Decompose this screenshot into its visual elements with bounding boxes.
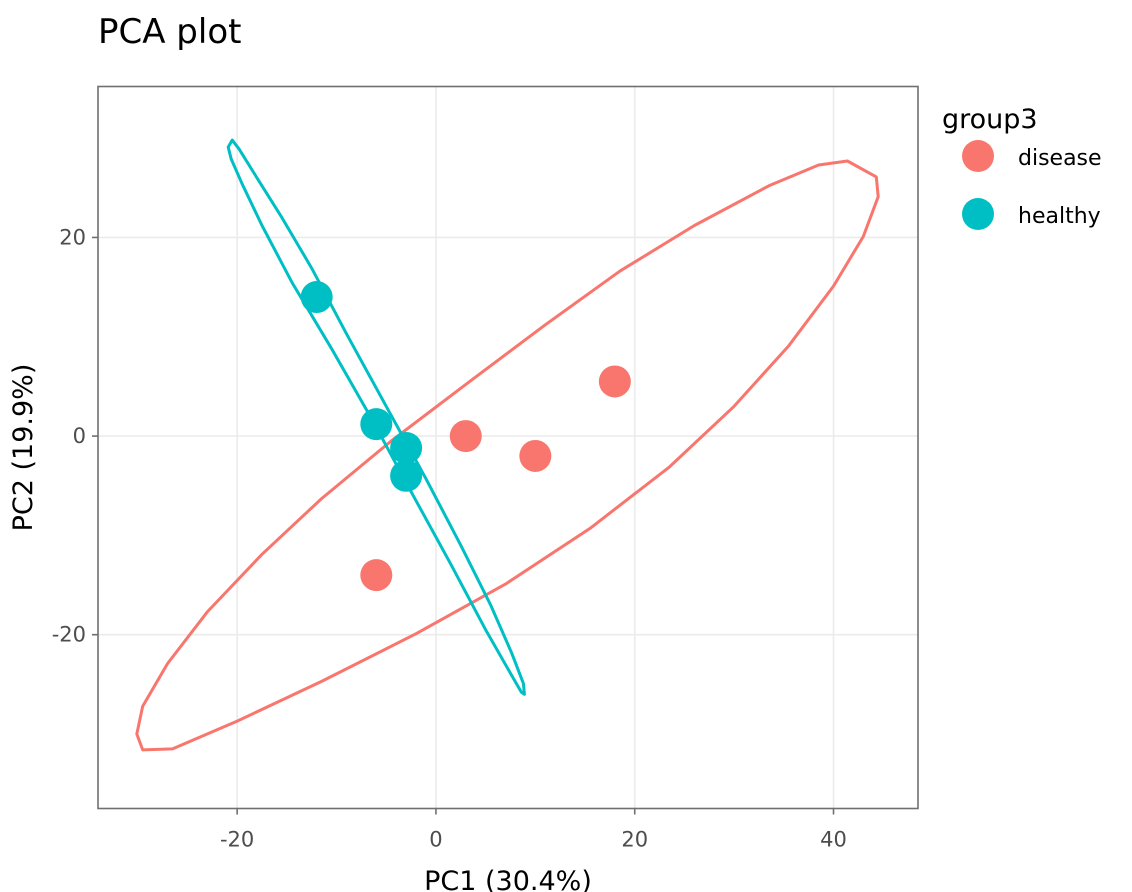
- point-disease: [360, 559, 393, 592]
- point-healthy: [390, 459, 423, 492]
- legend-label-disease: disease: [1018, 146, 1102, 171]
- x-tick-label: 40: [820, 828, 847, 852]
- ellipse-healthy: [226, 138, 526, 696]
- y-tick-label: 20: [59, 225, 86, 249]
- legend-key-healthy: [962, 198, 994, 230]
- x-tick-label: 0: [429, 828, 442, 852]
- point-healthy: [360, 408, 393, 441]
- legend-title: group3: [942, 104, 1038, 135]
- y-tick-label: 0: [73, 424, 86, 448]
- point-disease: [449, 420, 482, 453]
- chart-title: PCA plot: [98, 12, 241, 52]
- grid-lines: [98, 86, 918, 809]
- legend-key-disease: [962, 140, 994, 172]
- ellipse-disease: [135, 159, 880, 752]
- x-tick-label: 20: [621, 828, 648, 852]
- confidence-ellipses: [135, 138, 880, 752]
- plot-panel-border: [97, 85, 919, 810]
- x-axis-title: PC1 (30.4%): [424, 866, 592, 892]
- y-tick-label: -20: [52, 623, 86, 647]
- data-points: [300, 281, 631, 592]
- point-disease: [598, 365, 631, 398]
- y-axis-title: PC2 (19.9%): [8, 364, 39, 532]
- legend: group3 disease healthy: [942, 104, 1102, 230]
- point-healthy: [300, 281, 333, 314]
- x-tick-label: -20: [220, 828, 254, 852]
- point-disease: [519, 439, 552, 472]
- point-healthy: [390, 431, 423, 464]
- legend-label-healthy: healthy: [1018, 204, 1101, 229]
- axis-ticks: -20 0 20 40 -20 0 20: [52, 225, 847, 851]
